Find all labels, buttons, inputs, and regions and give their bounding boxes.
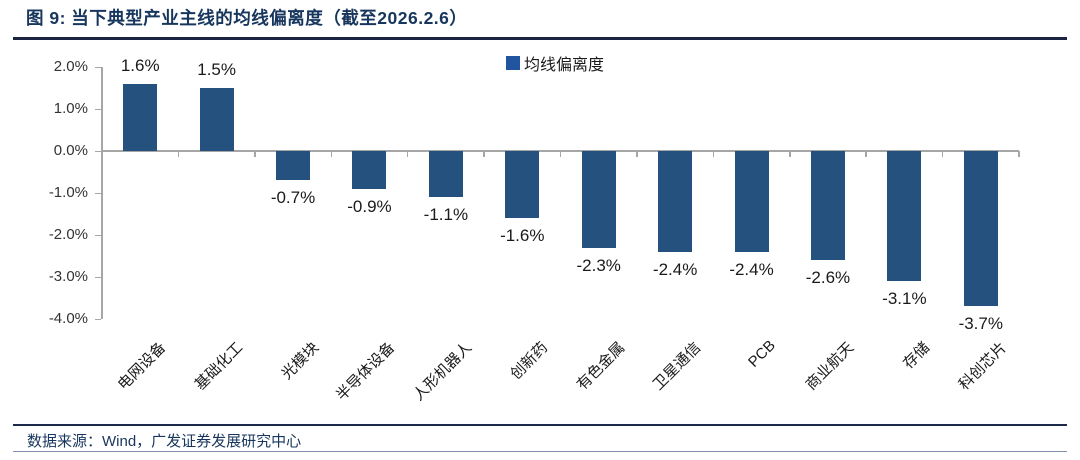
x-axis-tick xyxy=(177,151,180,157)
bar-value-label: -2.4% xyxy=(652,259,698,279)
category-label: PCB xyxy=(744,337,779,371)
category-label: 存储 xyxy=(900,339,934,373)
y-axis-tick xyxy=(95,108,101,110)
category-label: 半导体设备 xyxy=(333,339,399,405)
category-label: 基础化工 xyxy=(191,339,246,394)
x-axis-tick xyxy=(483,151,485,157)
bar xyxy=(963,151,998,307)
bar-value-label: -1.1% xyxy=(423,205,469,225)
bar xyxy=(505,151,540,219)
bar xyxy=(810,151,845,261)
bar-value-label: -3.7% xyxy=(958,314,1003,334)
y-axis-line xyxy=(101,67,103,319)
y-axis-tick-label: 2.0% xyxy=(53,58,88,75)
y-axis-tick-label: -2.0% xyxy=(48,226,88,243)
chart-legend: 均线偏离度 xyxy=(506,51,604,75)
x-axis-tick xyxy=(1018,151,1020,157)
y-axis-tick xyxy=(95,192,101,194)
bar-value-label: 1.6% xyxy=(120,55,160,75)
bar-value-label: 1.5% xyxy=(197,60,236,79)
bar-value-label: -2.4% xyxy=(729,259,774,279)
y-axis-tick-label: -4.0% xyxy=(48,310,88,327)
category-label: 电网设备 xyxy=(114,339,170,394)
x-axis-tick xyxy=(101,151,103,157)
data-source: 数据来源：Wind，广发证券发展研究中心 xyxy=(27,433,302,450)
y-axis-tick xyxy=(95,66,101,68)
bar xyxy=(658,151,693,252)
footer-divider xyxy=(13,424,1067,426)
x-axis-tick xyxy=(941,151,944,157)
bar-value-label: -0.9% xyxy=(347,196,392,216)
y-axis-tick-label: 0.0% xyxy=(53,142,88,159)
bar-value-label: -2.3% xyxy=(576,255,621,275)
y-axis-tick-label: -1.0% xyxy=(48,184,88,201)
x-axis-tick xyxy=(789,151,791,157)
category-label: 有色金属 xyxy=(573,339,628,394)
bar xyxy=(276,151,311,181)
figure-title: 图 9: 当下典型产业主线的均线偏离度（截至2026.2.6） xyxy=(26,8,468,28)
x-axis-tick xyxy=(865,151,867,157)
bar-value-label: -3.1% xyxy=(882,289,927,309)
category-label: 卫星通信 xyxy=(649,339,705,394)
bar xyxy=(123,83,158,151)
x-axis-tick xyxy=(559,151,562,157)
category-label: 创新药 xyxy=(507,339,552,383)
x-axis-tick xyxy=(330,151,332,157)
legend-label: 均线偏离度 xyxy=(524,57,605,74)
category-label: 商业航天 xyxy=(802,339,858,394)
category-label: 人形机器人 xyxy=(409,339,476,405)
bar xyxy=(887,151,922,282)
y-axis-tick-label: 1.0% xyxy=(53,100,88,117)
x-axis-tick xyxy=(712,151,715,157)
y-axis-tick xyxy=(95,318,101,320)
bottom-divider xyxy=(13,451,1067,452)
bar xyxy=(352,151,387,189)
y-axis-tick-label: -3.0% xyxy=(48,268,88,285)
bar-value-label: -1.6% xyxy=(500,226,545,246)
x-axis-tick xyxy=(254,151,256,157)
title-divider xyxy=(13,37,1067,40)
category-label: 光模块 xyxy=(278,339,323,383)
y-axis-tick xyxy=(95,150,101,152)
bar xyxy=(428,151,463,198)
y-axis-tick xyxy=(95,234,101,236)
x-axis-tick xyxy=(636,151,638,157)
bar xyxy=(581,151,616,248)
x-axis-tick xyxy=(406,151,409,157)
bar xyxy=(199,88,234,151)
bar-value-label: -2.6% xyxy=(805,268,851,288)
y-axis-tick xyxy=(95,276,101,278)
legend-swatch-icon xyxy=(506,56,520,70)
category-label: 科创芯片 xyxy=(955,339,1010,394)
bar-value-label: -0.7% xyxy=(270,188,316,208)
bar xyxy=(734,151,769,252)
